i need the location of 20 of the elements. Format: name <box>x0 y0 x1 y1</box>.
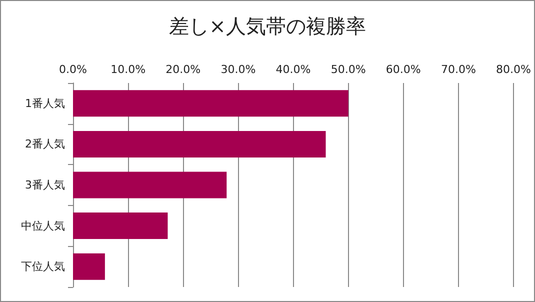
y-tick-label: 下位人気 <box>21 260 65 274</box>
x-tick-label: 80.0% <box>496 63 532 76</box>
y-tick-label: 中位人気 <box>21 219 65 232</box>
x-tick-label: 0.0% <box>59 63 87 76</box>
bar <box>73 172 227 198</box>
chart-title: 差し×人気帯の複勝率 <box>169 14 366 38</box>
bar <box>73 212 168 240</box>
x-tick-label: 70.0% <box>440 63 476 76</box>
y-tick-label: 1番人気 <box>25 96 65 110</box>
bar <box>73 253 105 280</box>
y-tick-label: 3番人気 <box>25 178 65 192</box>
bar <box>73 90 348 117</box>
x-tick-label: 30.0% <box>220 63 256 76</box>
x-tick-label: 60.0% <box>386 63 421 76</box>
x-tick-label: 40.0% <box>276 63 311 76</box>
y-tick-label: 2番人気 <box>25 138 65 151</box>
x-tick-label: 50.0% <box>330 63 366 76</box>
x-tick-label: 10.0% <box>110 63 146 76</box>
bar <box>73 130 326 158</box>
x-tick-label: 20.0% <box>166 63 201 76</box>
